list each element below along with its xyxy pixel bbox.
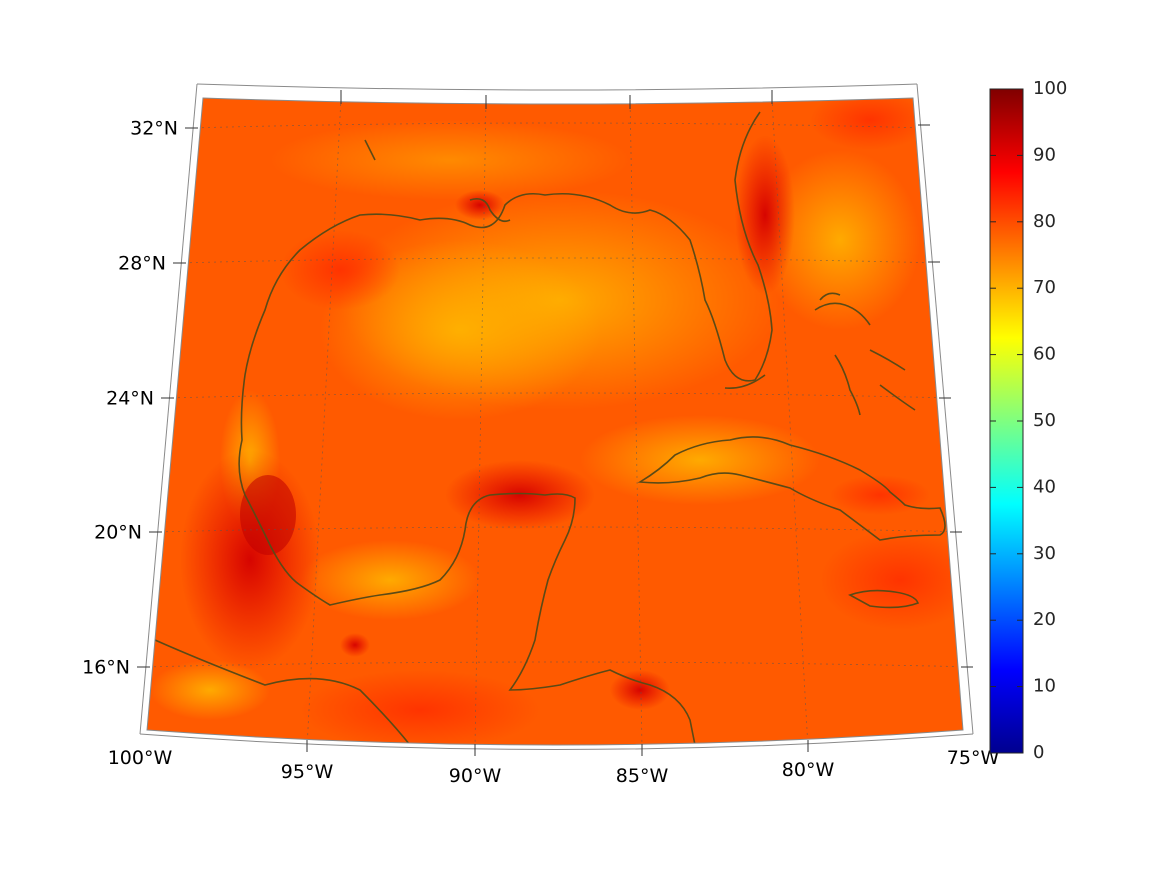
colorbar-tick-label: 30 [1033,543,1056,564]
colorbar-tick-label: 100 [1033,78,1067,99]
colorbar: 0 10 20 30 40 50 60 70 80 90 100 [989,78,1067,763]
colorbar-tick-label: 90 [1033,144,1056,165]
lon-label-95: 95°W [281,761,334,783]
colorbar-tick-label: 20 [1033,609,1056,630]
colorbar-tick-label: 80 [1033,211,1056,232]
lat-label-16: 16°N [82,657,130,679]
colorbar-ticks: 0 10 20 30 40 50 60 70 80 90 100 [990,78,1067,763]
frame-ticks [137,90,973,756]
humidity-field [147,98,963,745]
graticule [147,98,963,745]
lon-label-90: 90°W [449,765,502,787]
lat-label-24: 24°N [106,388,154,410]
lon-label-75: 75°W [947,747,1000,769]
lat-label-20: 20°N [94,522,142,544]
lon-label-100: 100°W [108,747,173,769]
lat-label-28: 28°N [118,253,166,275]
map-frame [137,83,974,756]
longitude-labels: 100°W 95°W 90°W 85°W 80°W 75°W [108,747,1000,787]
colorbar-tick-label: 60 [1033,344,1056,365]
colorbar-tick-label: 70 [1033,277,1056,298]
colorbar-tick-label: 10 [1033,676,1056,697]
latitude-labels: 32°N 28°N 24°N 20°N 16°N [82,118,178,679]
colorbar-tick-label: 40 [1033,476,1056,497]
coastline [154,111,946,745]
colorbar-tick-label: 0 [1033,742,1044,763]
lon-label-85: 85°W [616,765,669,787]
lat-label-32: 32°N [130,118,178,140]
colorbar-tick-label: 50 [1033,410,1056,431]
lon-label-80: 80°W [782,759,835,781]
